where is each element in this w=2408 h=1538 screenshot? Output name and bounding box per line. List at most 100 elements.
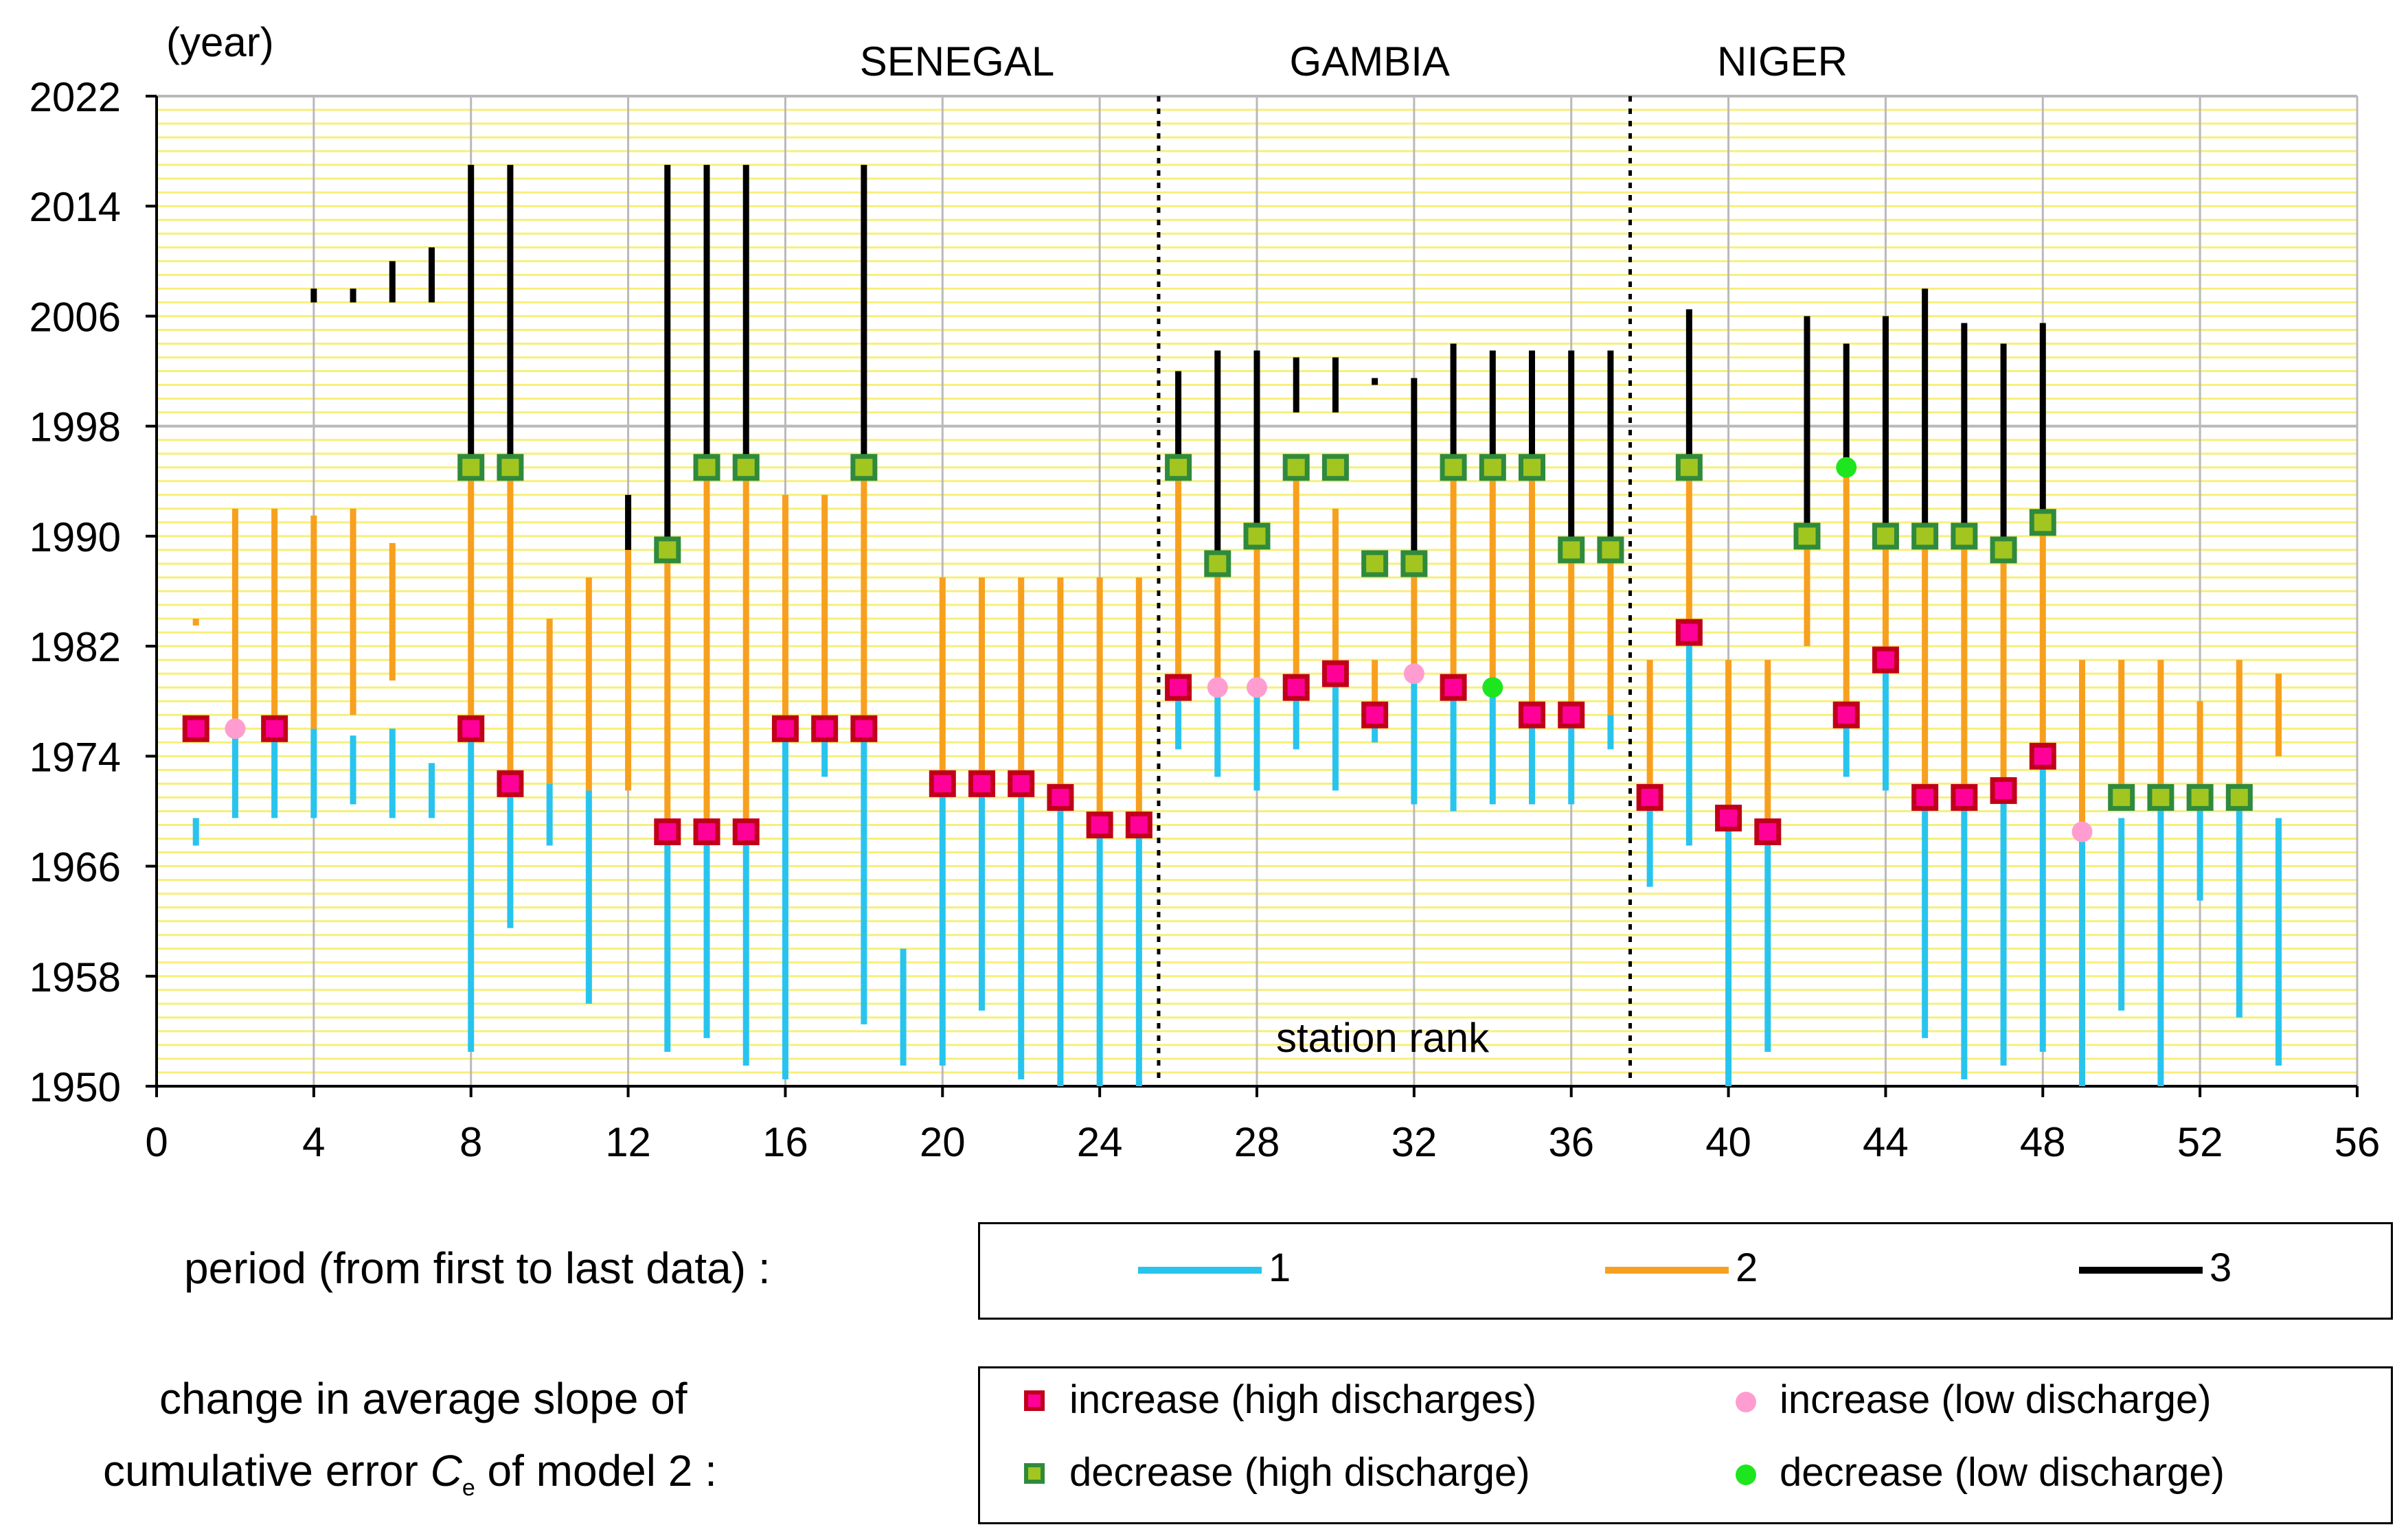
- station-50-period-2-bar: [2118, 660, 2125, 798]
- x-tick-label: 36: [1548, 1119, 1594, 1165]
- station-28-period-2-bar: [1253, 536, 1260, 688]
- station-44-marker: [1872, 646, 1899, 674]
- station-37-period-3-bar: [1607, 350, 1614, 550]
- station-48-period-3-bar: [2039, 323, 2046, 523]
- x-tick-label: 44: [1863, 1119, 1909, 1165]
- x-tick-label: 32: [1391, 1119, 1437, 1165]
- station-35-marker: [1519, 701, 1545, 728]
- station-34-period-1-bar: [1489, 687, 1496, 805]
- inc-high-label: increase (high discharges): [1069, 1377, 1537, 1422]
- station-25-marker: [1125, 811, 1152, 838]
- y-tick-label: 1958: [30, 954, 121, 1000]
- station-6-period-2-bar: [389, 542, 396, 681]
- title-line2-post: of model 2 :: [475, 1446, 717, 1495]
- station-47-marker2: [1990, 536, 2017, 564]
- station-47-period-1-bar: [2000, 790, 2007, 1066]
- y-tick-label: 1950: [30, 1064, 121, 1110]
- marker-legend-title-line1: change in average slope of: [159, 1374, 688, 1423]
- station-52-period-1-bar: [2196, 797, 2203, 901]
- station-54-period-1-bar: [2275, 818, 2282, 1066]
- station-48-period-1-bar: [2039, 756, 2046, 1052]
- station-26-period-3-bar: [1175, 371, 1182, 468]
- station-54-period-2-bar: [2275, 674, 2282, 757]
- basin-label-niger: NIGER: [1717, 38, 1848, 84]
- station-8-marker2: [457, 454, 485, 481]
- station-33-period-3-bar: [1450, 343, 1457, 468]
- marker-legend-title-line2: cumulative error Ce of model 2 :: [103, 1445, 717, 1502]
- title-line2-sub: e: [462, 1474, 475, 1501]
- station-31-period-1-bar: [1372, 715, 1378, 743]
- station-53-period-2-bar: [2236, 660, 2242, 798]
- station-49-period-2-bar: [2079, 660, 2085, 832]
- station-31-period-3-bar: [1372, 378, 1378, 385]
- station-5-period-2-bar: [350, 508, 356, 715]
- period-3-swatch: [2079, 1267, 2203, 1274]
- station-9-marker: [497, 770, 524, 797]
- station-47-period-2-bar: [2000, 549, 2007, 791]
- station-50-period-1-bar: [2118, 818, 2125, 1011]
- station-16-period-2-bar: [782, 494, 788, 729]
- station-41-period-2-bar: [1764, 660, 1771, 832]
- period-2-swatch: [1605, 1267, 1729, 1274]
- x-tick-label: 56: [2335, 1119, 2381, 1165]
- station-51-period-2-bar: [2157, 660, 2164, 798]
- station-40-marker: [1715, 804, 1742, 831]
- y-tick-label: 2014: [30, 184, 121, 230]
- station-4-period-3-bar: [310, 288, 317, 303]
- dec-low-swatch: [1736, 1465, 1756, 1485]
- station-18-period-1-bar: [861, 728, 867, 1024]
- station-8-period-1-bar: [468, 728, 475, 1052]
- x-tick-label: 52: [2177, 1119, 2223, 1165]
- dec-high-swatch: [1024, 1463, 1045, 1484]
- station-30-period-2-bar: [1332, 508, 1339, 674]
- station-12-period-3-bar: [625, 494, 632, 550]
- station-48-period-2-bar: [2039, 522, 2046, 757]
- year-unit-label: (year): [166, 19, 274, 65]
- station-18-period-2-bar: [861, 467, 867, 729]
- station-36-marker2: [1558, 536, 1585, 564]
- station-9-marker2: [497, 454, 524, 481]
- station-53-period-1-bar: [2236, 797, 2242, 1018]
- station-1-period-2-bar: [192, 619, 199, 626]
- station-30-period-1-bar: [1332, 674, 1339, 791]
- x-tick-label: 12: [605, 1119, 651, 1165]
- station-32-marker: [1403, 663, 1424, 685]
- station-38-period-2-bar: [1646, 660, 1653, 798]
- station-46-marker: [1951, 783, 1978, 811]
- station-49-period-1-bar: [2079, 831, 2085, 1086]
- basin-dividers: [1157, 96, 1633, 1086]
- station-3-marker: [261, 715, 288, 742]
- station-15-marker: [732, 818, 760, 845]
- station-14-period-3-bar: [703, 165, 710, 468]
- station-27-period-2-bar: [1214, 563, 1221, 688]
- station-25-period-1-bar: [1135, 825, 1142, 1086]
- station-43-period-1-bar: [1843, 715, 1850, 777]
- station-49-marker: [2071, 821, 2093, 842]
- station-28-marker: [1247, 677, 1267, 698]
- station-4-period-1-bar: [310, 728, 317, 818]
- station-27-marker: [1207, 677, 1228, 698]
- station-15-marker2: [732, 454, 760, 481]
- station-25-period-2-bar: [1135, 577, 1142, 825]
- period-1-swatch: [1138, 1267, 1262, 1274]
- x-tick-label: 8: [459, 1119, 482, 1165]
- station-10-period-2-bar: [546, 619, 553, 784]
- station-29-period-2-bar: [1293, 467, 1299, 688]
- station-7-period-3-bar: [429, 247, 435, 303]
- station-7-period-1-bar: [429, 763, 435, 818]
- station-9-period-2-bar: [507, 467, 514, 784]
- station-16-period-1-bar: [782, 728, 788, 1079]
- station-43-period-3-bar: [1843, 343, 1850, 468]
- station-41-marker: [1754, 818, 1782, 845]
- range-chart: 1950 1958 1966 1974 1982 1990 1998 2006 2014 2022…: [30, 19, 2381, 1165]
- station-1-period-1-bar: [192, 818, 199, 846]
- station-51-period-1-bar: [2157, 797, 2164, 1086]
- station-32-period-1-bar: [1411, 674, 1418, 805]
- x-axis-label: station rank: [1276, 1015, 1490, 1061]
- x-tick-label: 24: [1077, 1119, 1123, 1165]
- station-33-marker: [1440, 674, 1467, 701]
- station-42-period-2-bar: [1804, 536, 1810, 647]
- station-41-period-1-bar: [1764, 831, 1771, 1052]
- station-2-period-1-bar: [231, 728, 238, 818]
- station-35-marker2: [1519, 454, 1545, 481]
